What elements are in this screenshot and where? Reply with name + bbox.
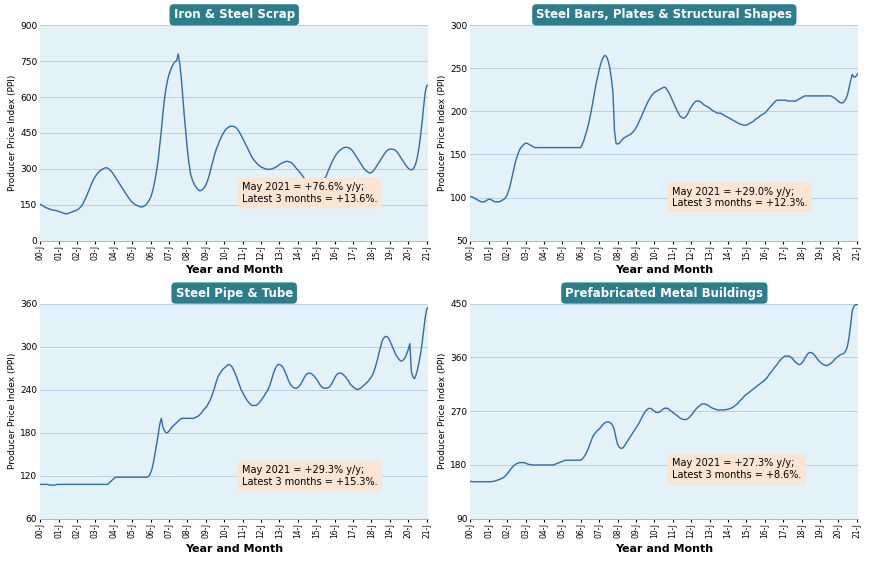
Title: Iron & Steel Scrap: Iron & Steel Scrap [174, 8, 295, 21]
Text: May 2021 = +29.3% y/y;
Latest 3 months = +15.3%.: May 2021 = +29.3% y/y; Latest 3 months =… [242, 465, 377, 487]
Title: Prefabricated Metal Buildings: Prefabricated Metal Buildings [565, 287, 762, 300]
Y-axis label: Producer Price Index (PPI): Producer Price Index (PPI) [438, 75, 447, 191]
Text: May 2021 = +29.0% y/y;
Latest 3 months = +12.3%.: May 2021 = +29.0% y/y; Latest 3 months =… [672, 187, 806, 209]
X-axis label: Year and Month: Year and Month [185, 543, 283, 554]
Text: May 2021 = +27.3% y/y;
Latest 3 months = +8.6%.: May 2021 = +27.3% y/y; Latest 3 months =… [672, 459, 800, 480]
Title: Steel Pipe & Tube: Steel Pipe & Tube [176, 287, 293, 300]
Y-axis label: Producer Price Index (PPI): Producer Price Index (PPI) [9, 353, 17, 469]
X-axis label: Year and Month: Year and Month [614, 543, 713, 554]
X-axis label: Year and Month: Year and Month [614, 265, 713, 275]
Title: Steel Bars, Plates & Structural Shapes: Steel Bars, Plates & Structural Shapes [535, 8, 792, 21]
X-axis label: Year and Month: Year and Month [185, 265, 283, 275]
Y-axis label: Producer Price Index (PPI): Producer Price Index (PPI) [438, 353, 447, 469]
Text: May 2021 = +76.6% y/y;
Latest 3 months = +13.6%.: May 2021 = +76.6% y/y; Latest 3 months =… [242, 183, 377, 204]
Y-axis label: Producer Price Index (PPI): Producer Price Index (PPI) [9, 75, 17, 191]
